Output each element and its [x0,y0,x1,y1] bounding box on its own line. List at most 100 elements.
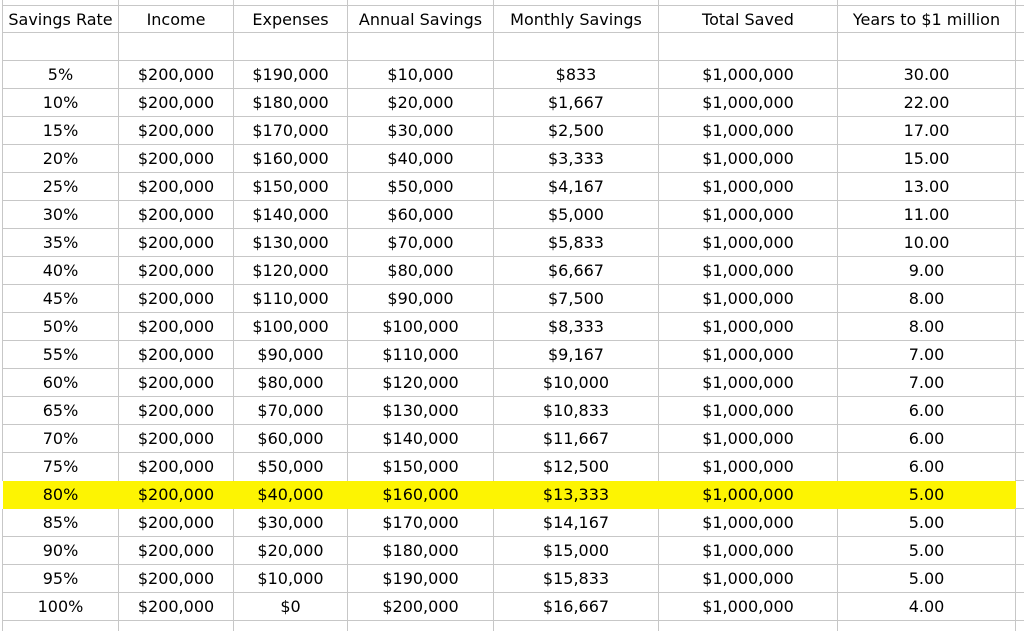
cell[interactable]: $4,167 [493,172,659,201]
cell[interactable]: 8.00 [837,312,1016,341]
cell[interactable]: 4.00 [837,592,1016,621]
cell[interactable]: $20,000 [233,536,348,565]
cell[interactable]: 15% [2,116,119,145]
cell[interactable]: $1,000,000 [658,60,838,89]
column-header-annual-savings[interactable]: Annual Savings [347,5,494,33]
cell[interactable]: $50,000 [233,452,348,481]
empty-cell[interactable] [658,620,838,631]
cell[interactable]: $30,000 [233,508,348,537]
empty-cell[interactable] [118,0,234,6]
cell[interactable]: $1,000,000 [658,172,838,201]
cell[interactable]: $90,000 [233,340,348,369]
empty-cell[interactable] [347,620,494,631]
cell[interactable]: $60,000 [347,200,494,229]
cell[interactable]: $150,000 [347,452,494,481]
cell[interactable]: 10% [2,88,119,117]
cell[interactable]: $1,000,000 [658,312,838,341]
empty-cell[interactable] [1015,340,1024,369]
cell[interactable]: $70,000 [233,396,348,425]
cell[interactable]: $2,500 [493,116,659,145]
cell[interactable]: $200,000 [118,228,234,257]
cell[interactable]: 25% [2,172,119,201]
cell[interactable]: $200,000 [118,284,234,313]
cell[interactable]: 7.00 [837,368,1016,397]
empty-cell[interactable] [1015,256,1024,285]
empty-cell[interactable] [1015,172,1024,201]
cell[interactable]: $5,833 [493,228,659,257]
column-header-total-saved[interactable]: Total Saved [658,5,838,33]
cell[interactable]: $1,000,000 [658,228,838,257]
cell[interactable]: 6.00 [837,396,1016,425]
cell[interactable]: $130,000 [233,228,348,257]
empty-cell[interactable] [837,620,1016,631]
cell[interactable]: $190,000 [347,564,494,593]
cell[interactable]: $200,000 [118,536,234,565]
empty-cell[interactable] [658,32,838,61]
cell[interactable]: $200,000 [118,256,234,285]
cell[interactable]: $1,000,000 [658,536,838,565]
cell[interactable]: $100,000 [233,312,348,341]
cell[interactable]: 90% [2,536,119,565]
cell[interactable]: 13.00 [837,172,1016,201]
cell[interactable]: $1,000,000 [658,116,838,145]
cell[interactable]: $15,000 [493,536,659,565]
empty-cell[interactable] [1015,452,1024,481]
cell[interactable]: 5% [2,60,119,89]
empty-cell[interactable] [1015,5,1024,33]
cell[interactable]: $1,000,000 [658,284,838,313]
cell[interactable]: 6.00 [837,424,1016,453]
cell[interactable]: 100% [2,592,119,621]
cell[interactable]: $180,000 [347,536,494,565]
empty-cell[interactable] [1015,424,1024,453]
empty-cell[interactable] [1015,88,1024,117]
empty-cell[interactable] [837,0,1016,6]
cell[interactable]: 22.00 [837,88,1016,117]
cell[interactable]: $1,000,000 [658,88,838,117]
cell[interactable]: 5.00 [837,508,1016,537]
cell[interactable]: 30% [2,200,119,229]
empty-cell[interactable] [658,0,838,6]
cell[interactable]: $70,000 [347,228,494,257]
cell[interactable]: $1,000,000 [658,452,838,481]
cell[interactable]: $1,000,000 [658,144,838,173]
cell[interactable]: 95% [2,564,119,593]
cell[interactable]: $1,000,000 [658,256,838,285]
cell[interactable]: $1,000,000 [658,340,838,369]
cell[interactable]: $1,667 [493,88,659,117]
cell[interactable]: $10,000 [493,368,659,397]
cell[interactable]: $120,000 [347,368,494,397]
cell[interactable]: $16,667 [493,592,659,621]
column-header-expenses[interactable]: Expenses [233,5,348,33]
cell[interactable]: 45% [2,284,119,313]
empty-cell[interactable] [233,32,348,61]
cell[interactable]: $100,000 [347,312,494,341]
cell[interactable]: $3,333 [493,144,659,173]
cell[interactable]: $180,000 [233,88,348,117]
cell[interactable]: $30,000 [347,116,494,145]
cell[interactable]: $1,000,000 [658,200,838,229]
empty-cell[interactable] [233,0,348,6]
empty-cell[interactable] [837,32,1016,61]
empty-cell[interactable] [233,620,348,631]
cell[interactable]: $200,000 [118,564,234,593]
cell[interactable]: 70% [2,424,119,453]
cell[interactable]: $200,000 [347,592,494,621]
cell[interactable]: 15.00 [837,144,1016,173]
cell[interactable]: $20,000 [347,88,494,117]
cell[interactable]: $1,000,000 [658,592,838,621]
empty-cell[interactable] [1015,508,1024,537]
cell[interactable]: 60% [2,368,119,397]
cell[interactable]: $1,000,000 [658,368,838,397]
cell[interactable]: $11,667 [493,424,659,453]
cell[interactable]: $13,333 [493,480,659,509]
empty-cell[interactable] [2,32,119,61]
cell[interactable]: $140,000 [233,200,348,229]
cell[interactable]: $1,000,000 [658,396,838,425]
cell[interactable]: $190,000 [233,60,348,89]
cell[interactable]: $80,000 [233,368,348,397]
cell[interactable]: 17.00 [837,116,1016,145]
cell[interactable]: $60,000 [233,424,348,453]
cell[interactable]: $150,000 [233,172,348,201]
cell[interactable]: $170,000 [233,116,348,145]
cell[interactable]: 9.00 [837,256,1016,285]
